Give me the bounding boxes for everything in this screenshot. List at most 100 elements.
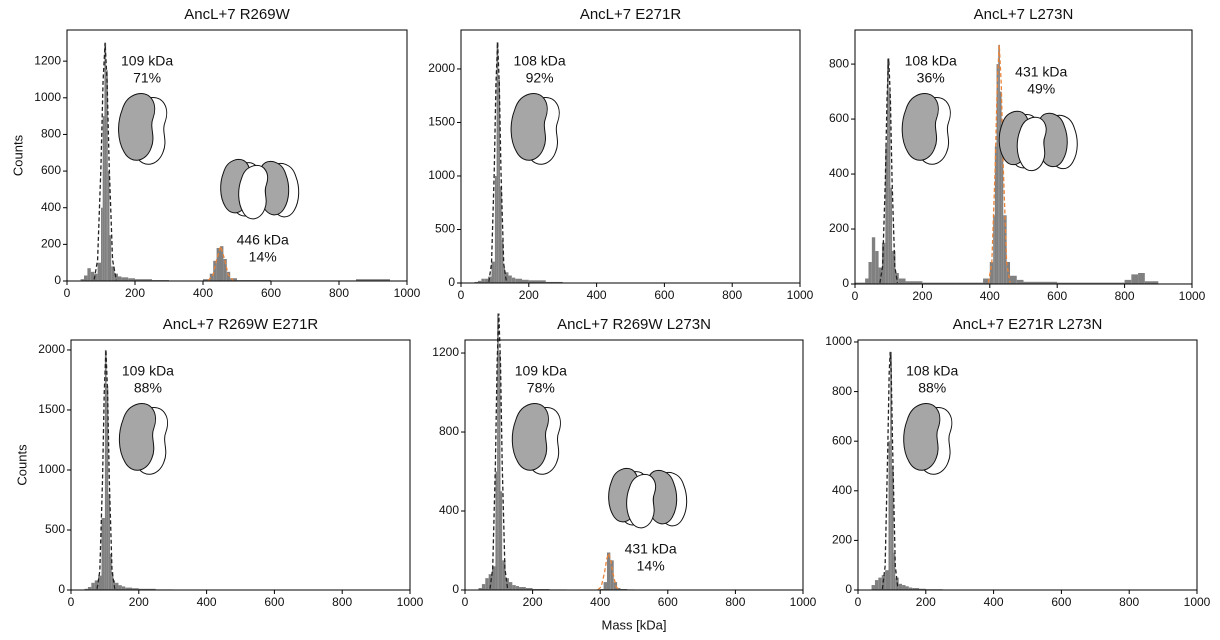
subunit-front <box>118 93 156 161</box>
y-tick-label: 1500 <box>38 402 65 416</box>
histogram-bar <box>499 186 502 283</box>
histogram-bar <box>874 580 879 590</box>
histogram-bar <box>999 91 1002 284</box>
histogram-bar <box>94 273 98 281</box>
histogram-bar <box>87 586 92 590</box>
histogram-bar <box>108 493 110 590</box>
histogram-bar <box>515 586 520 590</box>
histogram-bar <box>505 272 509 283</box>
histogram-bar <box>888 441 891 590</box>
histogram-bar <box>878 267 882 284</box>
x-tick-label: 200 <box>129 595 149 609</box>
histogram-bar <box>111 266 115 281</box>
peak-mass: 431 kDa <box>1015 64 1067 80</box>
histogram-bar <box>898 278 906 284</box>
y-tick-label: 400 <box>439 503 459 517</box>
tetramer-icon <box>220 158 300 220</box>
histogram-bar <box>511 277 516 283</box>
histogram-bar <box>114 273 118 281</box>
y-tick-label: 500 <box>45 522 65 536</box>
histogram-bar <box>226 271 231 281</box>
histogram-bar <box>1001 146 1004 284</box>
y-tick-label: 1000 <box>825 334 852 348</box>
panel-title: AncL+7 E271R L273N <box>953 316 1103 333</box>
histogram-bar <box>878 577 882 590</box>
x-tick-label: 600 <box>1047 289 1067 303</box>
monomer-icon <box>903 403 953 475</box>
histogram-bar <box>1144 281 1159 284</box>
y-tick-label: 2000 <box>428 61 455 75</box>
histogram-bar <box>106 385 109 590</box>
histogram-bar <box>492 566 496 590</box>
histogram-bar <box>871 237 876 284</box>
y-tick-label: 200 <box>832 533 852 547</box>
peak-mass: 446 kDa <box>237 232 289 248</box>
histogram-bar <box>998 44 1000 285</box>
histogram-bar <box>84 275 88 281</box>
histogram-bar <box>855 282 866 284</box>
histogram-bar <box>875 251 879 284</box>
histogram-bar <box>481 278 485 283</box>
histogram-bar <box>496 42 499 284</box>
y-tick-label: 0 <box>448 275 455 289</box>
histogram-bar <box>508 275 512 283</box>
peak-mass: 108 kDa <box>514 53 566 69</box>
histogram-bar <box>892 251 896 284</box>
histogram-bar <box>121 277 129 281</box>
plot-frame <box>66 29 408 282</box>
histogram-bar <box>98 575 102 590</box>
x-tick-label: 800 <box>725 595 745 609</box>
histogram-bar <box>495 471 498 590</box>
panel-title: AncL+7 L273N <box>974 6 1074 23</box>
histogram-bar <box>893 552 896 590</box>
histogram-bar <box>87 268 91 281</box>
peak-percent: 49% <box>1027 81 1055 97</box>
x-tick-label: 600 <box>1051 595 1071 609</box>
histogram-bar <box>94 580 99 590</box>
histogram-bar <box>868 262 872 284</box>
histogram-bar <box>106 70 108 281</box>
histogram-bar <box>223 259 227 281</box>
fit-curve <box>881 351 899 590</box>
histogram-bar <box>128 278 135 281</box>
histogram-bar <box>84 588 88 590</box>
x-tick-label: 0 <box>458 288 465 302</box>
histogram-bar <box>104 42 107 282</box>
y-axis-label: Counts <box>14 444 29 486</box>
x-tick-label: 0 <box>64 286 71 300</box>
peak-mass: 108 kDa <box>906 363 958 379</box>
y-axis-label: Counts <box>10 134 25 176</box>
histogram-bar <box>522 279 529 283</box>
histogram-bar <box>881 242 886 284</box>
monomer-icon <box>901 93 951 165</box>
histogram-bar <box>1006 262 1011 284</box>
histogram-bar <box>1131 274 1139 284</box>
histogram-bar <box>545 281 563 283</box>
histogram-bar <box>491 261 495 283</box>
x-tick-label: 600 <box>658 595 678 609</box>
y-tick-label: 1000 <box>38 462 65 476</box>
histogram-bar <box>209 273 214 281</box>
x-tick-label: 1000 <box>787 288 814 302</box>
y-tick-label: 400 <box>829 166 849 180</box>
x-tick-label: 200 <box>916 595 936 609</box>
peak-percent: 92% <box>526 70 554 86</box>
fit-curve <box>987 44 1011 283</box>
fit-curve <box>489 313 509 589</box>
histogram-bar <box>121 586 126 590</box>
histogram-bar <box>104 349 107 590</box>
y-tick-label: 200 <box>829 221 849 235</box>
histogram-bar <box>519 587 526 590</box>
x-tick-label: 400 <box>587 288 607 302</box>
fit-curve <box>597 551 620 591</box>
peak-mass: 109 kDa <box>122 363 174 379</box>
monomer-icon <box>118 403 168 475</box>
histogram-bar <box>115 582 119 590</box>
histogram-bar <box>478 588 482 590</box>
x-tick-label: 200 <box>912 289 932 303</box>
x-tick-label: 1000 <box>397 595 424 609</box>
